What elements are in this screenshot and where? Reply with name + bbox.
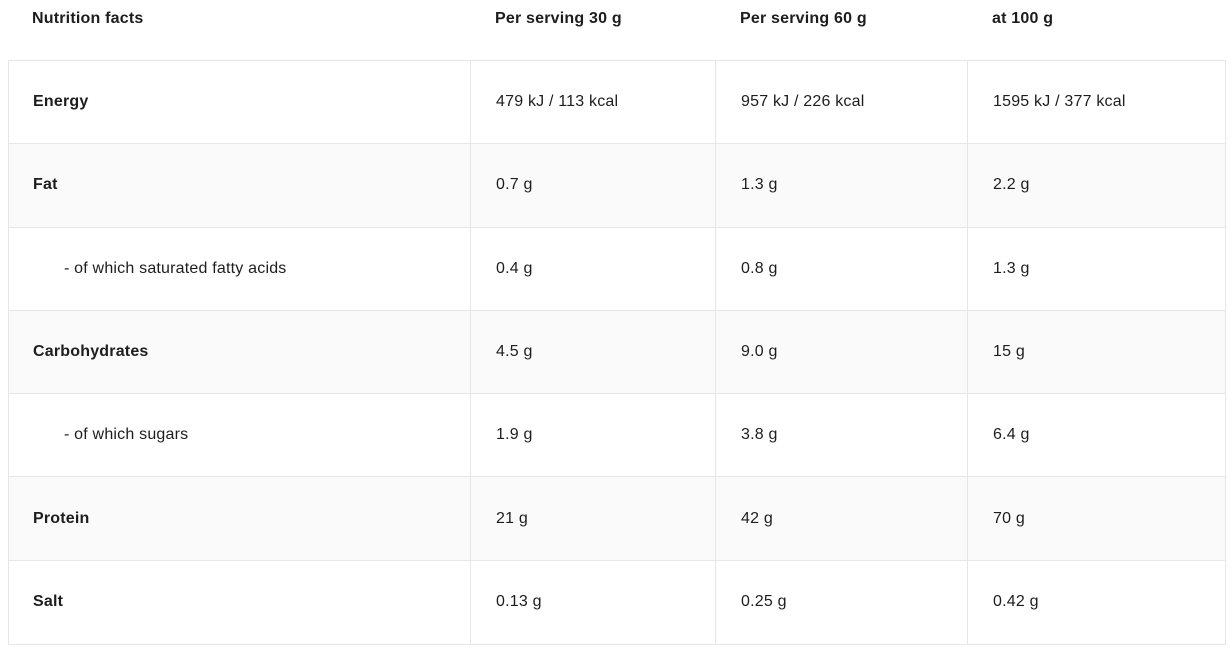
value-cell: 0.7 g <box>471 144 716 227</box>
value-cell: 0.42 g <box>993 593 1039 611</box>
row-label: Energy <box>9 61 471 144</box>
column-header-at-100g: at 100 g <box>992 10 1054 27</box>
value-cell: 1595 kJ / 377 kcal <box>993 93 1126 111</box>
table-row-carbohydrates: Carbohydrates 4.5 g 9.0 g 15 g <box>9 310 1225 395</box>
column-header-per-serving-30g: Per serving 30 g <box>495 10 622 27</box>
value-cell: 479 kJ / 113 kcal <box>471 61 716 144</box>
table-row-saturated-fatty-acids: - of which saturated fatty acids 0.4 g 0… <box>9 227 1225 311</box>
column-header-per-serving-60g: Per serving 60 g <box>740 10 867 27</box>
row-label: Carbohydrates <box>9 310 471 394</box>
table-row-fat: Fat 0.7 g 1.3 g 2.2 g <box>9 144 1225 228</box>
table-row-sugars: - of which sugars 1.9 g 3.8 g 6.4 g <box>9 394 1225 478</box>
value-cell: 2.2 g <box>993 176 1030 194</box>
value-cell: 1.9 g <box>471 394 716 477</box>
value-cell: 21 g <box>471 477 716 560</box>
table-row-energy: Energy 479 kJ / 113 kcal 957 kJ / 226 kc… <box>9 61 1225 145</box>
row-label: Fat <box>9 144 471 227</box>
value-cell: 0.25 g <box>716 560 968 645</box>
nutrition-table: Energy 479 kJ / 113 kcal 957 kJ / 226 kc… <box>8 60 1226 646</box>
value-cell: 0.13 g <box>471 560 716 645</box>
value-cell: 15 g <box>993 343 1025 361</box>
row-label: Protein <box>9 477 471 560</box>
row-label: - of which saturated fatty acids <box>9 227 471 310</box>
value-cell: 6.4 g <box>993 426 1030 444</box>
row-label: - of which sugars <box>9 394 471 477</box>
value-cell: 70 g <box>993 509 1025 527</box>
column-header-nutrition-facts: Nutrition facts <box>32 10 144 27</box>
value-cell: 1.3 g <box>716 144 968 227</box>
table-header-row: Nutrition facts Per serving 30 g Per ser… <box>8 0 1226 60</box>
table-row-salt: Salt 0.13 g 0.25 g 0.42 g <box>9 560 1225 645</box>
value-cell: 0.8 g <box>716 227 968 310</box>
value-cell: 3.8 g <box>716 394 968 477</box>
value-cell: 1.3 g <box>993 259 1030 277</box>
value-cell: 0.4 g <box>471 227 716 310</box>
value-cell: 42 g <box>716 477 968 560</box>
table-row-protein: Protein 21 g 42 g 70 g <box>9 477 1225 561</box>
value-cell: 9.0 g <box>716 310 968 394</box>
row-label: Salt <box>9 560 471 645</box>
value-cell: 4.5 g <box>471 310 716 394</box>
value-cell: 957 kJ / 226 kcal <box>716 61 968 144</box>
